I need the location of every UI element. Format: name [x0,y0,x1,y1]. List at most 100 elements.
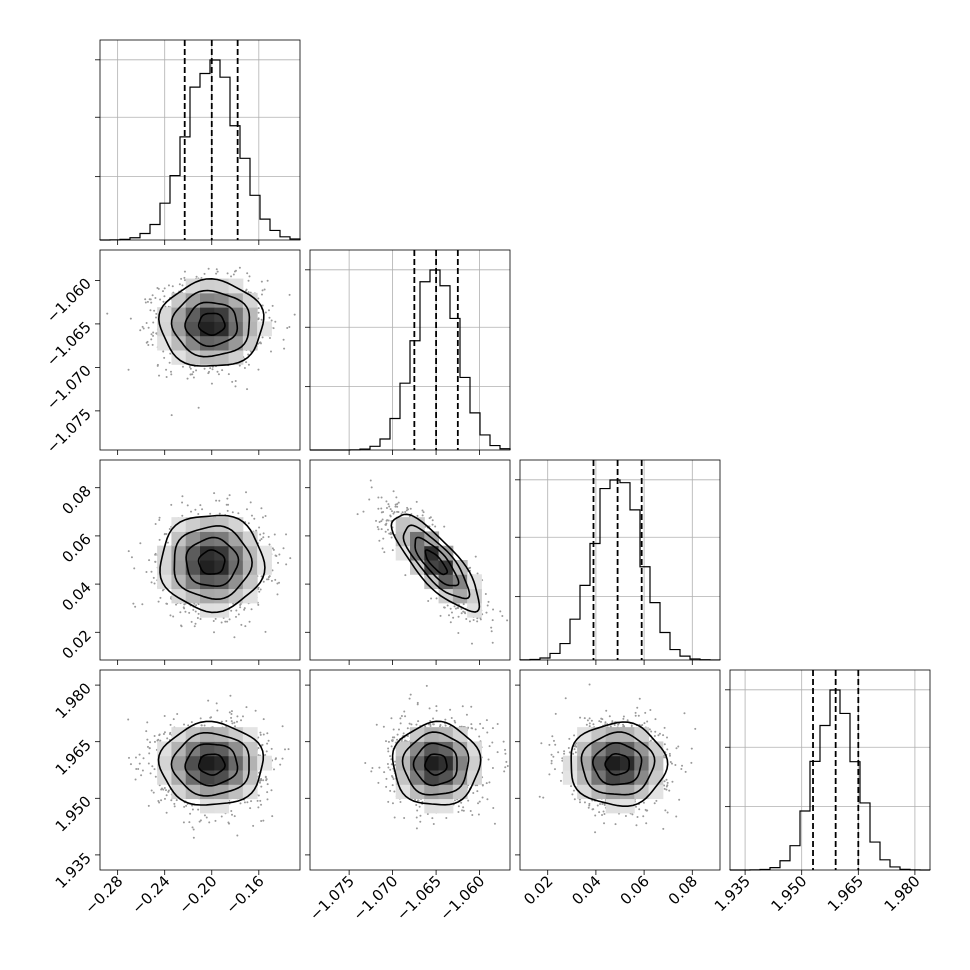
scatter-point [417,799,420,802]
scatter-point [548,743,551,746]
density-cell [424,727,440,742]
scatter-point [430,597,433,600]
scatter-point [392,512,395,515]
density-cell [200,517,215,532]
scatter-point [377,496,380,499]
scatter-point [474,728,477,731]
scatter-point [443,606,446,609]
scatter-point [144,298,147,301]
scatter-point [226,497,229,500]
density-cell [200,784,215,800]
scatter-point [419,814,422,817]
scatter-point [649,708,652,711]
scatter-point [450,611,453,614]
scatter-point [248,275,251,278]
scatter-point [417,720,420,723]
scatter-point [246,272,249,275]
scatter-point [445,816,448,819]
scatter-point [491,741,494,744]
scatter-point [467,799,470,802]
scatter-point [390,717,393,720]
scatter-point [281,757,284,760]
scatter-point [220,621,223,624]
scatter-point [230,275,233,278]
scatter-point [609,725,612,728]
scatter-point [468,620,471,623]
density-cell [200,727,215,742]
scatter-point [435,597,438,600]
scatter-point [598,811,601,814]
scatter-point [454,607,457,610]
scatter-point [226,272,229,275]
scatter-point [259,799,262,802]
scatter-point [461,809,464,812]
scatter-point [195,275,198,278]
density-cell [214,517,230,532]
scatter-point [404,574,407,577]
scatter-point [645,809,648,812]
density-cell [242,560,258,575]
scatter-point [399,717,402,720]
scatter-point [250,608,253,611]
scatter-point [179,611,182,614]
contour-level-0 [197,549,226,575]
scatter-point [573,748,576,751]
scatter-point [506,619,509,622]
scatter-point [239,602,242,605]
density-cell [634,784,650,800]
scatter-point [215,268,218,271]
scatter-point [134,756,137,759]
density-cell [242,321,258,337]
scatter-point [485,611,488,614]
scatter-point [287,748,290,751]
density-cell [200,588,215,604]
scatter-point [463,611,466,614]
scatter-point [218,512,221,515]
scatter-point [180,624,183,627]
scatter-point [603,813,606,816]
scatter-point [168,361,171,364]
scatter-point [486,604,489,607]
scatter-point [233,636,236,639]
scatter-point [457,805,460,808]
scatter-point [385,500,388,503]
scatter-point [160,799,163,802]
density-cell [577,755,592,771]
scatter-point [252,824,255,827]
density-cell [228,307,244,322]
scatter-point [435,709,438,712]
scatter-point [364,762,367,765]
scatter-point [264,630,267,633]
scatter-point [573,734,576,737]
scatter-point [259,733,262,736]
scatter-point [600,720,603,723]
scatter-point [470,642,473,645]
scatter-point [165,794,168,797]
scatter-point [392,490,395,493]
scatter-point [462,610,465,613]
scatter-point [406,506,409,509]
scatter-point [162,300,165,303]
scatter-point [157,800,160,803]
scatter-point [382,537,385,540]
scatter-point [460,725,463,728]
scatter-point [175,799,178,802]
scatter-point [550,762,553,765]
scatter-point [163,295,166,298]
x-tick-label: −1.060 [436,872,488,924]
density-cell [438,784,454,800]
scatter-point [195,369,198,372]
scatter-point [386,519,389,522]
scatter-point [285,533,288,536]
scatter-point [145,341,148,344]
panel-content [127,491,292,639]
scatter-point [194,508,197,511]
scatter-point [443,525,446,528]
contour-level-1 [591,742,643,786]
contour-level-2 [173,525,253,601]
scatter-point [574,744,577,747]
scatter-point [106,312,109,315]
scatter-point [650,730,653,733]
scatter-point [286,327,289,330]
scatter-point [257,311,260,314]
